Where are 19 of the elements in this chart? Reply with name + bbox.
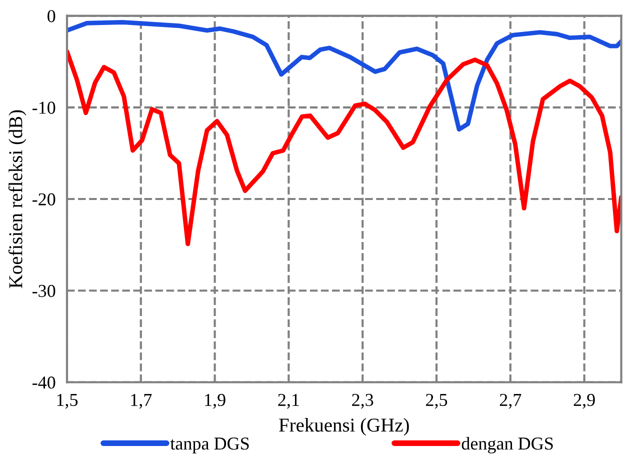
line-series [66, 49, 622, 246]
y-tick-label: -20 [32, 193, 56, 206]
y-tick-label: -10 [32, 102, 56, 114]
x-axis-title: Frekuensi (GHz) [279, 418, 409, 436]
legend-label: tanpa DGS [170, 438, 249, 454]
x-tick-label: 1,7 [131, 394, 152, 409]
y-tick-label: -40 [32, 376, 56, 389]
x-tick-label: 1,5 [57, 394, 78, 409]
legend-label: dengan DGS [462, 436, 553, 454]
x-tick-label: 2,1 [278, 394, 299, 409]
x-tick-label: 2,7 [500, 394, 522, 409]
y-tick-label: 0 [48, 10, 56, 22]
x-tick-label: 1,9 [205, 394, 226, 409]
x-tick-label: 2,9 [574, 394, 595, 409]
line-series [66, 20, 622, 132]
y-tick-label: -30 [32, 284, 56, 298]
y-axis-title: Koefisien refleksi (dB) [8, 110, 26, 288]
x-tick-label: 2,3 [352, 394, 374, 409]
x-tick-label: 2,5 [426, 394, 448, 409]
